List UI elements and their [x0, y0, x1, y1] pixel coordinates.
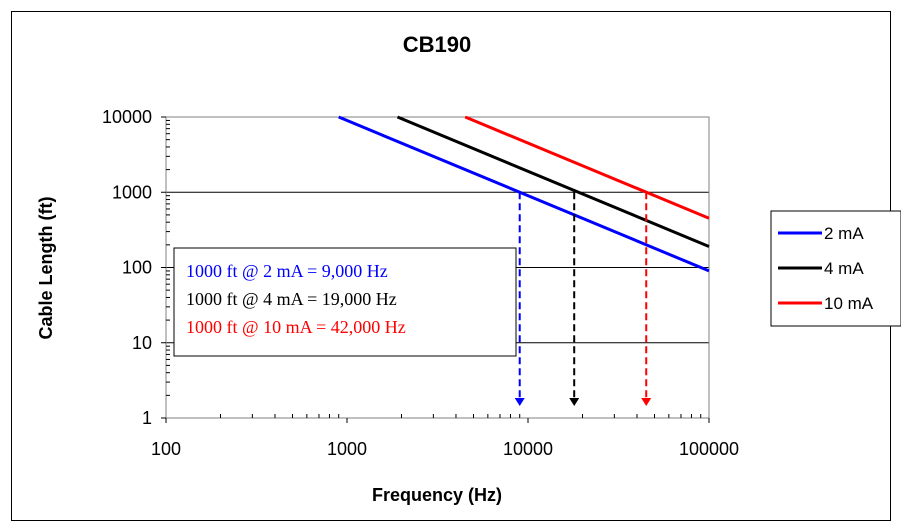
legend-label-2ma: 2 mA: [824, 224, 864, 243]
x-tick-labels: 100 1000 10000 100000: [151, 439, 739, 459]
y-tick-labels: 1 10 100 1000 10000: [102, 107, 152, 428]
series-lines: [338, 115, 710, 273]
marker-arrow-1: [569, 398, 580, 406]
annotation-box: 1000 ft @ 2 mA = 9,000 Hz 1000 ft @ 4 mA…: [173, 247, 517, 357]
marker-arrow-0: [514, 398, 525, 406]
y-tick-label-10: 10: [132, 333, 152, 353]
marker-lines: [514, 192, 652, 406]
legend-label-4ma: 4 mA: [824, 259, 864, 278]
legend-label-10ma: 10 mA: [824, 294, 874, 313]
marker-arrow-2: [641, 398, 652, 406]
series-line-10ma: [464, 115, 710, 220]
minor-ticks: [161, 116, 710, 423]
series-line-4ma: [396, 115, 710, 248]
x-tick-label-100000: 100000: [679, 439, 739, 459]
chart-title: CB190: [403, 32, 471, 57]
y-axis-label: Cable Length (ft): [36, 197, 56, 340]
y-tick-label-1000: 1000: [112, 182, 152, 202]
annotation-box-frame: [173, 247, 517, 357]
legend: 2 mA 4 mA 10 mA: [770, 210, 901, 327]
x-axis-label: Frequency (Hz): [372, 485, 502, 505]
x-tick-label-1000: 1000: [327, 439, 367, 459]
x-tick-label-10000: 10000: [503, 439, 553, 459]
series-line-2ma: [338, 115, 710, 273]
annotation-10ma: 1000 ft @ 10 mA = 42,000 Hz: [186, 317, 406, 337]
y-tick-label-10000: 10000: [102, 107, 152, 127]
x-tick-label-100: 100: [151, 439, 181, 459]
y-tick-label-1: 1: [142, 408, 152, 428]
annotation-2ma: 1000 ft @ 2 mA = 9,000 Hz: [186, 261, 388, 281]
annotation-4ma: 1000 ft @ 4 mA = 19,000 Hz: [186, 289, 397, 309]
y-tick-label-100: 100: [122, 258, 152, 278]
